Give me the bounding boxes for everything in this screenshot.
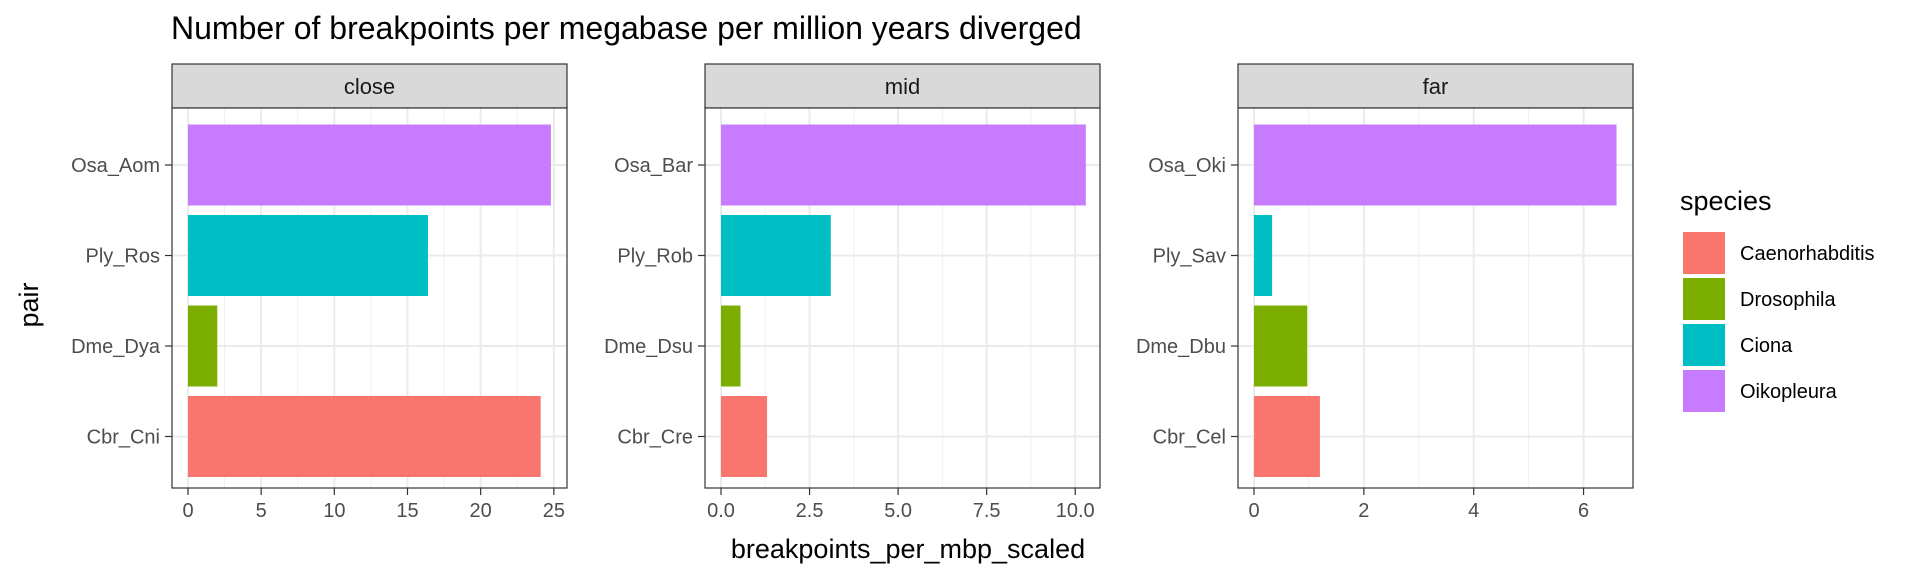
x-tick-label: 0.0 xyxy=(707,500,735,522)
x-tick-label: 0 xyxy=(182,500,193,522)
y-tick-label: Ply_Rob xyxy=(617,246,693,268)
legend-entry-label: Caenorhabditis xyxy=(1740,243,1875,265)
y-tick-label: Dme_Dbu xyxy=(1136,336,1226,358)
bar-Ply_Ros xyxy=(188,215,428,296)
bar-Ply_Rob xyxy=(721,215,831,296)
panel-border xyxy=(704,107,1101,489)
bar-Ply_Sav xyxy=(1254,215,1273,296)
facet-strip xyxy=(1237,63,1634,109)
bar-Cbr_Cni xyxy=(188,396,541,477)
legend-swatch-caenorhabditis xyxy=(1683,232,1725,274)
legend-swatch-ciona xyxy=(1683,324,1725,366)
legend-entry-label: Oikopleura xyxy=(1740,381,1838,403)
x-axis-label: breakpoints_per_mbp_scaled xyxy=(731,534,1085,564)
bar-Dme_Dya xyxy=(188,305,218,387)
y-tick-label: Cbr_Cni xyxy=(87,427,160,449)
legend-swatch-drosophila xyxy=(1683,278,1725,320)
y-tick-label: Cbr_Cre xyxy=(617,427,693,449)
x-tick-label: 15 xyxy=(396,500,418,522)
y-tick-label: Osa_Oki xyxy=(1148,155,1226,177)
x-tick-label: 6 xyxy=(1578,500,1589,522)
chart-title: Number of breakpoints per megabase per m… xyxy=(171,10,1082,46)
x-tick-label: 10.0 xyxy=(1056,500,1095,522)
x-tick-label: 10 xyxy=(323,500,345,522)
facet-strip-label: close xyxy=(344,74,395,99)
y-tick-label: Osa_Aom xyxy=(71,155,160,177)
y-tick-label: Ply_Ros xyxy=(86,246,160,268)
bar-Cbr_Cre xyxy=(721,396,768,477)
x-tick-label: 4 xyxy=(1468,500,1479,522)
y-tick-label: Cbr_Cel xyxy=(1153,427,1226,449)
x-tick-label: 7.5 xyxy=(973,500,1001,522)
y-tick-label: Osa_Bar xyxy=(614,155,693,177)
legend-entry-label: Drosophila xyxy=(1740,289,1836,311)
bar-Dme_Dsu xyxy=(721,305,741,387)
y-axis-label: pair xyxy=(14,282,44,327)
bar-Osa_Oki xyxy=(1254,124,1617,206)
facet-strip-label: far xyxy=(1423,74,1449,99)
bar-Osa_Bar xyxy=(721,124,1086,206)
x-tick-label: 5.0 xyxy=(884,500,912,522)
facet-strip xyxy=(171,63,568,109)
x-tick-label: 20 xyxy=(470,500,492,522)
facet-panel-far: far Osa_Oki Ply_Sav Dme_Dbu Cbr_Cel 0 2 4 6 xyxy=(1136,63,1634,522)
x-tick-label: 2 xyxy=(1358,500,1369,522)
facet-panel-mid: mid Osa_Bar Ply_Rob Dme_Dsu Cbr_Cre 0.0 2.5 5.0… xyxy=(604,63,1101,522)
facet-panels: close Osa_Aom Ply_Ros Dme_Dya Cbr_Cni 0 5 10 15 2… xyxy=(71,63,1634,522)
facet-panel-close: close Osa_Aom Ply_Ros Dme_Dya Cbr_Cni 0 5 10 15 2… xyxy=(71,63,568,522)
x-tick-label: 2.5 xyxy=(796,500,824,522)
facet-strip-label: mid xyxy=(885,74,920,99)
x-tick-label: 5 xyxy=(256,500,267,522)
y-tick-label: Dme_Dya xyxy=(71,336,161,358)
legend: species Caenorhabditis Drosophila Ciona Oik… xyxy=(1680,186,1875,412)
legend-entry-label: Ciona xyxy=(1740,335,1793,357)
x-tick-label: 0 xyxy=(1248,500,1259,522)
bar-Osa_Aom xyxy=(188,124,551,206)
bar-Cbr_Cel xyxy=(1254,396,1320,477)
bar-Dme_Dbu xyxy=(1254,305,1308,387)
panel-border xyxy=(1237,107,1634,489)
legend-swatch-oikopleura xyxy=(1683,370,1725,412)
x-tick-label: 25 xyxy=(543,500,565,522)
y-tick-label: Dme_Dsu xyxy=(604,336,693,358)
legend-title: species xyxy=(1680,186,1772,216)
panel-border xyxy=(171,107,568,489)
y-tick-label: Ply_Sav xyxy=(1153,246,1226,268)
